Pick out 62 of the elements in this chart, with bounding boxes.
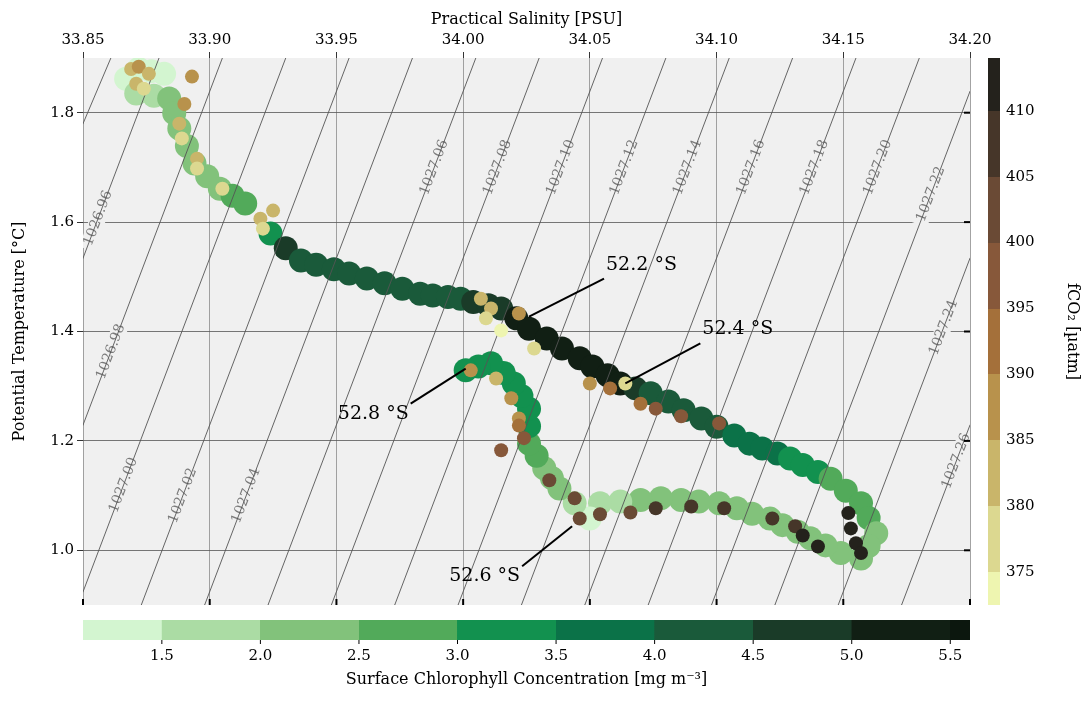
y2-tick-label: 410 — [1006, 100, 1035, 119]
point — [582, 376, 597, 391]
x-tick-label: 34.00 — [441, 29, 485, 48]
point — [255, 221, 270, 236]
annotation: 52.2 °S — [606, 251, 677, 274]
x-tick-label: 34.10 — [695, 29, 739, 48]
annotation: 52.6 °S — [449, 563, 521, 586]
point — [177, 96, 192, 111]
y2-tick-label: 405 — [1006, 166, 1035, 185]
y2-tick-label: 385 — [1006, 430, 1035, 449]
point — [494, 443, 509, 458]
color-bar-label: 5.5 — [938, 645, 963, 664]
color-bar-label: 3.0 — [445, 645, 470, 664]
point — [504, 391, 519, 406]
color-bar-label: 2.0 — [248, 645, 273, 664]
y-tick-label: 1.8 — [50, 102, 74, 121]
point — [136, 81, 151, 96]
y2-tick-label: 400 — [1006, 232, 1035, 251]
point — [511, 418, 526, 433]
point — [841, 506, 856, 521]
point — [592, 507, 607, 522]
point — [494, 323, 509, 338]
point — [648, 501, 663, 516]
color-bar-label: 3.5 — [544, 645, 568, 664]
x-tick-label: 34.20 — [948, 29, 992, 48]
color-bar-label: 4.0 — [642, 645, 667, 664]
color-bar-label: 2.5 — [347, 645, 371, 664]
point — [810, 539, 825, 554]
y-tick-label: 1.6 — [50, 211, 74, 230]
color-bar-label: 5.0 — [839, 645, 864, 664]
x-tick-label: 33.90 — [188, 29, 232, 48]
point — [184, 69, 199, 84]
point — [843, 521, 858, 536]
y-tick-label: 1.4 — [50, 321, 74, 340]
point — [633, 396, 648, 411]
point — [572, 511, 587, 526]
y2-tick-label: 375 — [1006, 561, 1035, 580]
y-tick-label: 1.2 — [50, 430, 74, 449]
color-bar-title: Surface Chlorophyll Concentration [mg m⁻³] — [345, 669, 708, 689]
point — [623, 505, 638, 520]
x-tick-label: 34.05 — [568, 29, 612, 48]
y-axis-title: Potential Temperature [°C] — [8, 221, 28, 442]
point — [266, 203, 281, 218]
annotation: 52.4 °S — [702, 316, 774, 339]
x-axis-title: Practical Salinity [PSU] — [430, 8, 623, 28]
y2-tick-label: 390 — [1006, 364, 1035, 383]
point — [648, 401, 663, 416]
y2-tick-label: 380 — [1006, 496, 1035, 515]
point — [527, 341, 542, 356]
point — [489, 371, 504, 386]
color-bar-label: 4.5 — [741, 645, 766, 664]
point — [478, 311, 493, 326]
x-tick-label: 34.15 — [821, 29, 865, 48]
color-bar-label: 1.5 — [149, 645, 174, 664]
point — [684, 499, 699, 514]
x-tick-label: 33.85 — [61, 29, 105, 48]
y-tick-label: 1.0 — [50, 540, 74, 559]
y2-tick-label: 395 — [1006, 298, 1035, 317]
annotation: 52.8 °S — [337, 400, 409, 423]
y2-axis-title: fCO₂ [µatm] — [1064, 283, 1084, 380]
point — [603, 381, 618, 396]
x-tick-label: 33.95 — [314, 29, 358, 48]
